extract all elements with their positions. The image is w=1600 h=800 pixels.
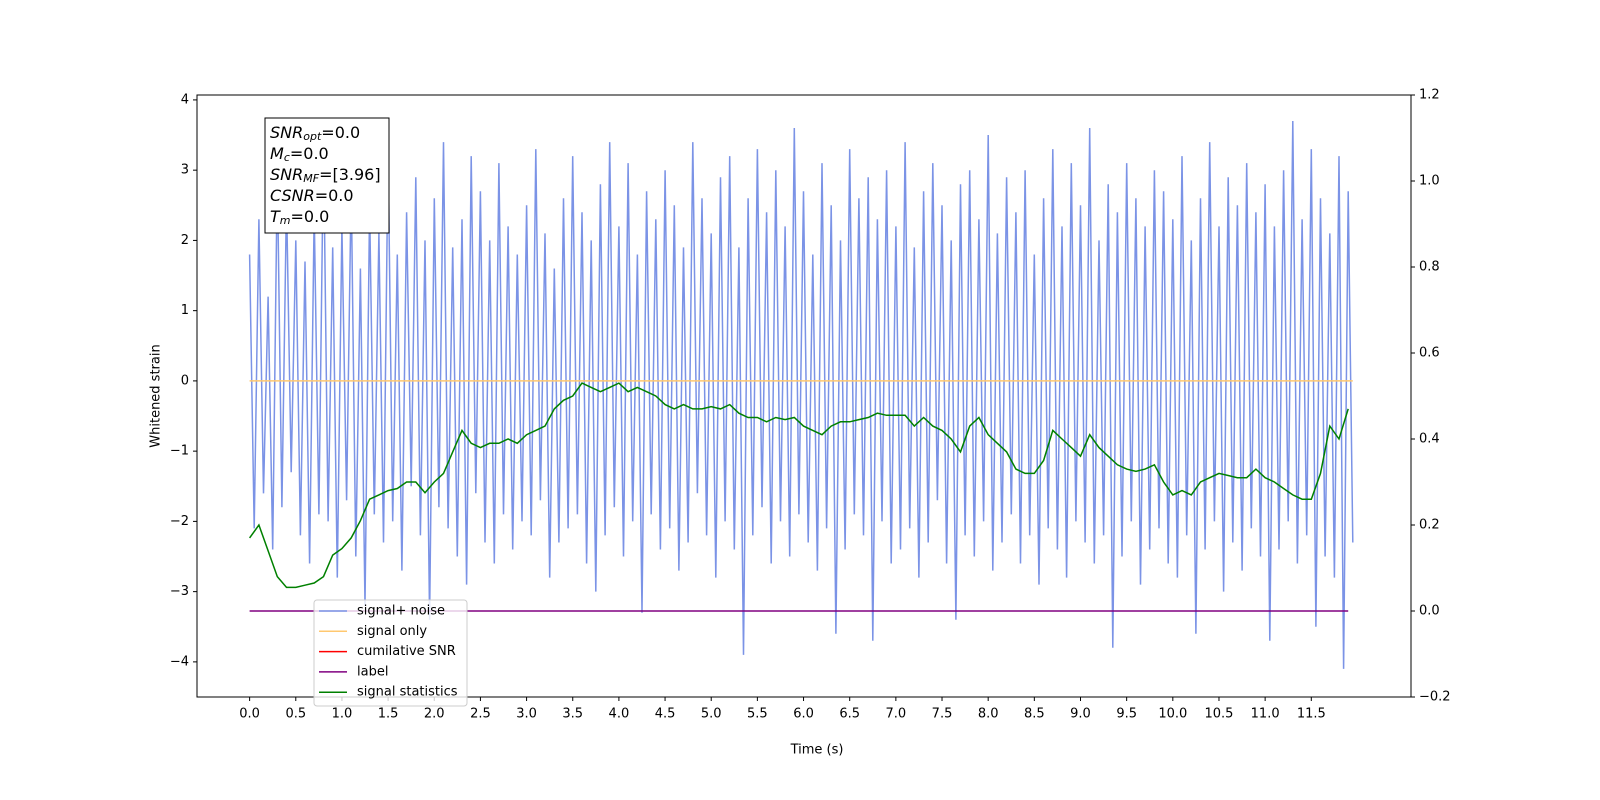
x-tick-label: 4.5: [655, 707, 676, 722]
x-tick-label: 3.0: [516, 707, 537, 722]
x-tick-label: 7.0: [886, 707, 907, 722]
annotation-symbol: SNR: [270, 123, 303, 142]
x-tick-label: 9.0: [1070, 707, 1091, 722]
y-tick-label: 0: [181, 373, 189, 388]
annotation-value: =0.0: [291, 207, 330, 226]
annotation-subscript: m: [280, 214, 291, 227]
x-tick-label: 6.5: [839, 707, 860, 722]
y2-tick-label: 0.0: [1419, 604, 1440, 619]
annotation-value: =0.0: [321, 123, 360, 142]
annotation-line: SNRopt=0.0: [270, 123, 360, 144]
x-axis-label: Time (s): [790, 743, 844, 758]
y2-tick-label: 0.2: [1419, 518, 1440, 533]
x-tick-label: 2.0: [424, 707, 445, 722]
x-tick-label: 0.5: [285, 707, 306, 722]
y-tick-label: 2: [181, 233, 189, 248]
annotation-value: =0.0: [290, 144, 329, 163]
annotation-box: [264, 117, 390, 234]
x-tick-label: 4.0: [609, 707, 630, 722]
x-tick-label: 7.5: [932, 707, 953, 722]
annotation-line: Tm=0.0: [270, 207, 329, 228]
x-tick-label: 0.0: [239, 707, 260, 722]
x-tick-label: 9.5: [1116, 707, 1137, 722]
y2-tick-label: 1.2: [1419, 88, 1440, 103]
annotation-symbol: T: [270, 207, 281, 226]
y-axis-label: Whitened strain: [149, 344, 164, 447]
annotation-subscript: c: [284, 151, 290, 164]
annotation-symbol: M: [270, 144, 284, 163]
annotation-line: CSNR=0.0: [270, 186, 354, 205]
series-line: [248, 382, 1349, 589]
annotation-symbol: SNR: [270, 165, 303, 184]
y-tick-label: −2: [170, 514, 189, 529]
x-tick-label: 8.5: [1024, 707, 1045, 722]
annotation-subscript: opt: [303, 130, 322, 143]
annotation-value: =[3.96]: [319, 165, 381, 184]
x-tick-label: 10.0: [1158, 707, 1187, 722]
x-tick-label: 3.5: [562, 707, 583, 722]
x-tick-label: 1.0: [332, 707, 353, 722]
x-tick-label: 1.5: [378, 707, 399, 722]
x-tick-label: 2.5: [470, 707, 491, 722]
y-tick-label: 4: [181, 92, 189, 107]
legend-label: signal only: [357, 624, 427, 639]
y-tick-label: 3: [181, 163, 189, 178]
legend-box: [313, 599, 468, 707]
x-tick-label: 11.0: [1251, 707, 1280, 722]
legend-label: signal statistics: [357, 685, 458, 700]
y2-tick-label: 0.8: [1419, 260, 1440, 275]
y2-tick-label: 0.4: [1419, 432, 1440, 447]
annotation-line: SNRMF=[3.96]: [270, 165, 381, 186]
legend-label: cumilative SNR: [357, 644, 456, 659]
y2-tick-label: −0.2: [1419, 690, 1451, 705]
x-tick-label: 10.5: [1204, 707, 1233, 722]
y-tick-label: −3: [170, 584, 189, 599]
x-tick-label: 11.5: [1297, 707, 1326, 722]
x-tick-label: 6.0: [793, 707, 814, 722]
annotation-symbol: CSNR: [270, 186, 315, 205]
x-tick-label: 5.5: [747, 707, 768, 722]
annotation-subscript: MF: [303, 172, 319, 185]
legend-label: signal+ noise: [357, 604, 445, 619]
annotation-value: =0.0: [315, 186, 354, 205]
y-tick-label: −4: [170, 654, 189, 669]
legend-label: label: [357, 664, 388, 679]
annotation-line: Mc=0.0: [270, 144, 329, 165]
y2-tick-label: 0.6: [1419, 346, 1440, 361]
y2-tick-label: 1.0: [1419, 174, 1440, 189]
series-line: [248, 120, 1354, 669]
x-tick-label: 5.0: [701, 707, 722, 722]
y-tick-label: −1: [170, 444, 189, 459]
y-tick-label: 1: [181, 303, 189, 318]
x-tick-label: 8.0: [978, 707, 999, 722]
